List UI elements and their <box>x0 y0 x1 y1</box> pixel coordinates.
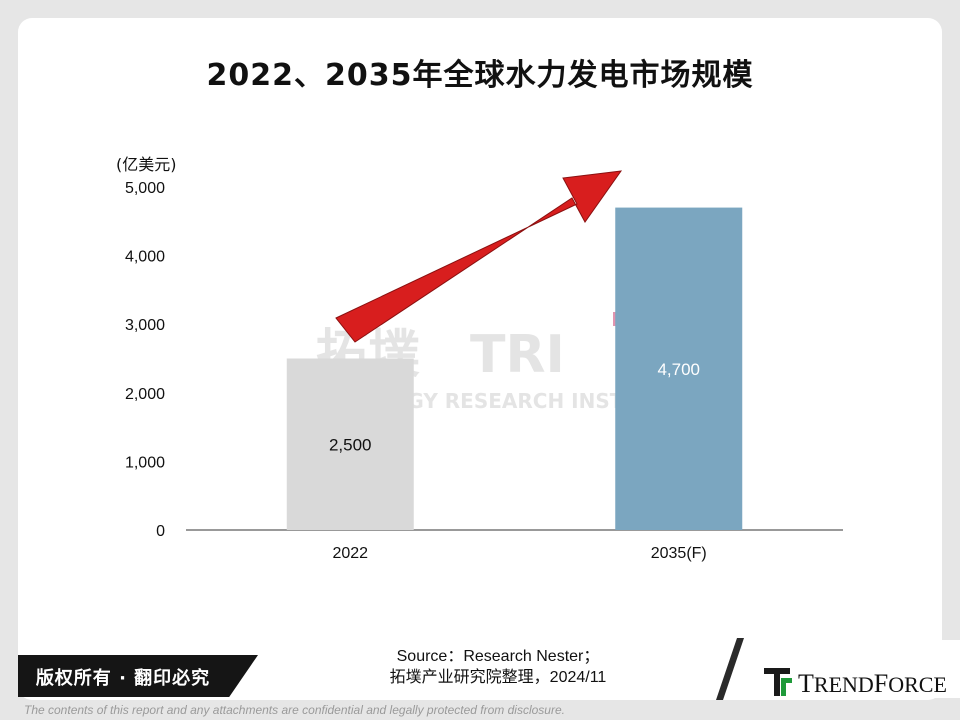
y-tick-label: 0 <box>156 523 165 540</box>
growth-arrow-shape <box>335 170 623 343</box>
source-note: Source：Research Nester； 拓墣产业研究院整理，2024/1… <box>0 646 960 688</box>
copyright-text: 版权所有 · 翻印必究 <box>35 668 211 689</box>
y-tick-label: 5,000 <box>125 180 165 197</box>
category-label-1: 2035(F) <box>651 545 707 562</box>
source-line-1: Source：Research Nester； <box>396 648 600 665</box>
data-label-0: 2,500 <box>329 435 372 454</box>
slide-card <box>18 18 942 700</box>
y-tick-label: 3,000 <box>125 317 165 334</box>
watermark-tri-logo: TRI <box>470 325 565 385</box>
source-line-2: 拓墣产业研究院整理，2024/11 <box>389 669 607 686</box>
y-tick-label: 1,000 <box>125 454 165 471</box>
trendforce-logo-text: TRENDFORCE <box>798 669 947 698</box>
y-tick-label: 2,000 <box>125 386 165 403</box>
y-tick-label: 4,000 <box>125 249 165 266</box>
unit-label: (亿美元) <box>116 155 177 174</box>
trendforce-logo-icon <box>764 668 792 696</box>
disclaimer: The contents of this report and any atta… <box>24 703 565 717</box>
bars: 2,500 2022 4,700 2035(F) <box>286 207 743 562</box>
data-label-1: 4,700 <box>657 360 700 379</box>
category-label-0: 2022 <box>332 545 368 562</box>
copyright-band <box>18 655 258 697</box>
bar-1 <box>615 207 743 530</box>
bar-0 <box>286 358 414 530</box>
growth-arrow <box>335 170 623 343</box>
page-title: 2022、2035年全球水力发电市场规模 <box>206 58 754 93</box>
